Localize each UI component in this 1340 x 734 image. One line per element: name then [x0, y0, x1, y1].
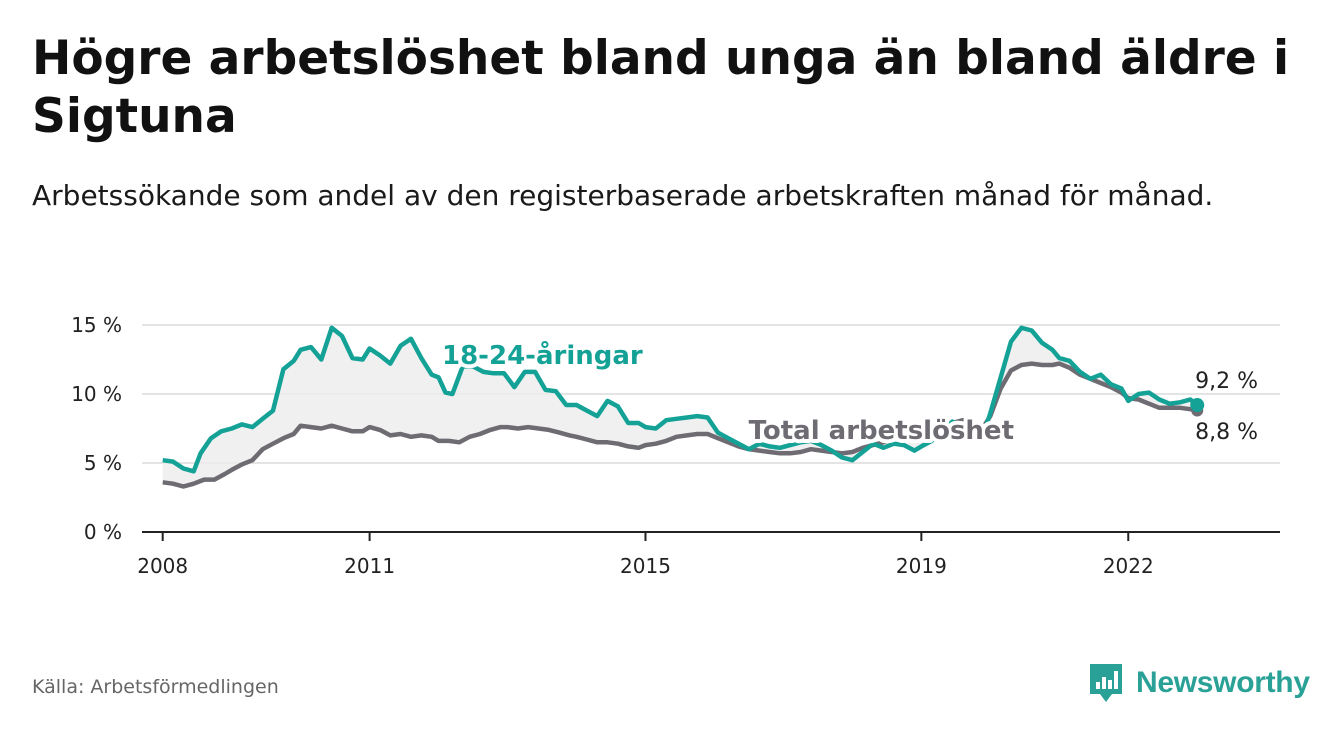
- y-tick-label: 0 %: [84, 520, 122, 544]
- x-tick-label: 2019: [896, 554, 947, 578]
- source-note: Källa: Arbetsförmedlingen: [32, 676, 279, 698]
- end-label-youth: 9,2 %: [1195, 369, 1258, 394]
- x-axis-ticks: 2008 2011 2015 2019 2022: [137, 532, 1154, 578]
- x-tick-label: 2022: [1103, 554, 1154, 578]
- newsworthy-logo-icon: [1090, 664, 1122, 702]
- x-tick-label: 2011: [344, 554, 395, 578]
- y-tick-label: 15 %: [71, 313, 122, 337]
- brand-logo[interactable]: Newsworthy: [1088, 660, 1310, 706]
- series-label-youth: 18-24-åringar: [442, 339, 643, 371]
- page-title: Högre arbetslöshet bland unga än bland ä…: [32, 31, 1290, 144]
- x-tick-label: 2008: [137, 554, 188, 578]
- y-axis-ticks: 0 % 5 % 10 % 15 %: [71, 313, 122, 544]
- y-tick-label: 5 %: [84, 451, 122, 475]
- series-line-youth: [162, 325, 1199, 474]
- series-label-total: Total arbetslöshet: [749, 416, 1014, 446]
- gap-area: [162, 327, 1198, 487]
- series-line-total: [162, 361, 1198, 489]
- brand-name: Newsworthy: [1136, 666, 1310, 699]
- end-label-total: 8,8 %: [1195, 420, 1258, 445]
- subtitle: Arbetssökande som andel av den registerb…: [32, 179, 1214, 212]
- y-tick-label: 10 %: [71, 382, 122, 406]
- x-tick-label: 2015: [620, 554, 671, 578]
- end-point-youth: [1190, 398, 1205, 413]
